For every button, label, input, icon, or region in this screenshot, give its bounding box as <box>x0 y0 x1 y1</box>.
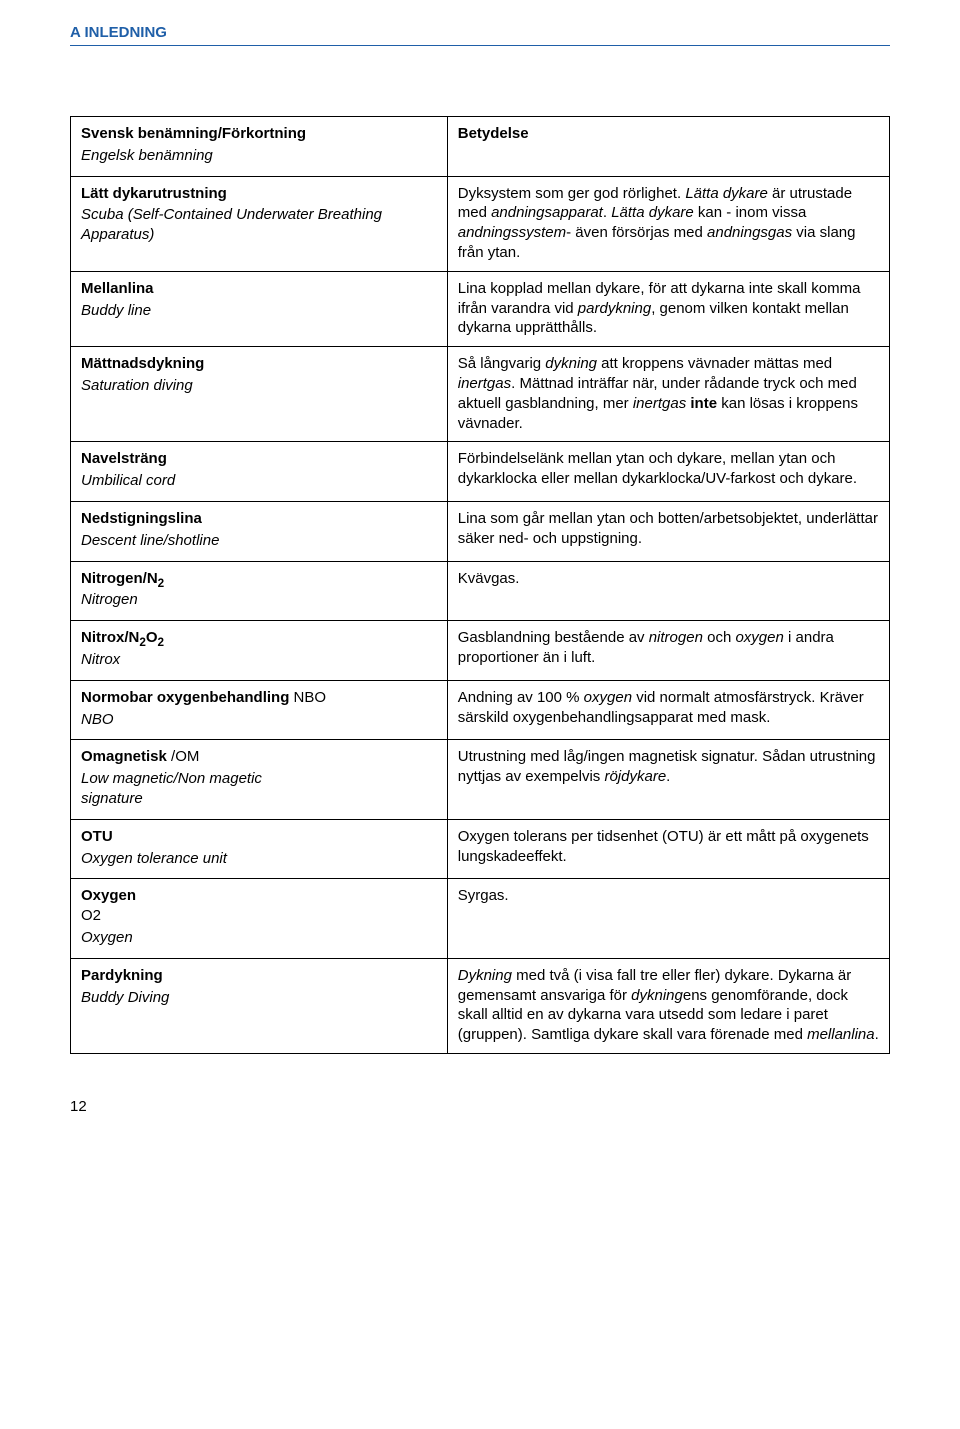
col1-header-en: Engelsk benämning <box>81 146 437 166</box>
definition-cell: Så långvarig dykning att kroppens vävnad… <box>447 347 889 442</box>
term-sv: Lätt dykarutrustning <box>81 184 437 204</box>
definition-text: Dyksystem som ger god rörlighet. Lätta d… <box>458 184 879 263</box>
term-cell: NedstigningslinaDescent line/shotline <box>71 501 448 561</box>
definition-text: Lina som går mellan ytan och botten/arbe… <box>458 509 879 549</box>
table-row: NedstigningslinaDescent line/shotlineLin… <box>71 501 890 561</box>
term-en: Saturation diving <box>81 376 437 396</box>
term-en: Buddy Diving <box>81 988 437 1008</box>
definition-cell: Lina kopplad mellan dykare, för att dyka… <box>447 271 889 346</box>
term-sv: Omagnetisk /OM <box>81 747 437 767</box>
section-header: A INLEDNING <box>70 24 890 41</box>
term-cell: MättnadsdykningSaturation diving <box>71 347 448 442</box>
header-divider <box>70 45 890 46</box>
table-row: NavelsträngUmbilical cordFörbindelselänk… <box>71 442 890 502</box>
table-row: MättnadsdykningSaturation divingSå långv… <box>71 347 890 442</box>
term-cell: Lätt dykarutrustningScuba (Self-Containe… <box>71 176 448 271</box>
table-row: OTUOxygen tolerance unitOxygen tolerans … <box>71 819 890 879</box>
term-sv: Pardykning <box>81 966 437 986</box>
term-sv: Normobar oxygenbehandling NBO <box>81 688 437 708</box>
table-row: Omagnetisk /OMLow magnetic/Non mageticsi… <box>71 740 890 819</box>
definition-cell: Utrustning med låg/ingen magnetisk signa… <box>447 740 889 819</box>
definition-cell: Förbindelselänk mellan ytan och dykare, … <box>447 442 889 502</box>
definition-text: Oxygen tolerans per tidsenhet (OTU) är e… <box>458 827 879 867</box>
term-en: Low magnetic/Non mageticsignature <box>81 769 437 809</box>
page-number: 12 <box>70 1098 890 1115</box>
definition-text: Lina kopplad mellan dykare, för att dyka… <box>458 279 879 338</box>
term-en: Buddy line <box>81 301 437 321</box>
term-cell: MellanlinaBuddy line <box>71 271 448 346</box>
definition-cell: Dykning med två (i visa fall tre eller f… <box>447 958 889 1053</box>
term-en: Nitrox <box>81 650 437 670</box>
table-row: OxygenO2Oxygen Syrgas. <box>71 879 890 958</box>
table-row: MellanlinaBuddy lineLina kopplad mellan … <box>71 271 890 346</box>
term-en: Oxygen tolerance unit <box>81 849 437 869</box>
term-cell: OTUOxygen tolerance unit <box>71 819 448 879</box>
definition-text: Utrustning med låg/ingen magnetisk signa… <box>458 747 879 787</box>
table-row: Normobar oxygenbehandling NBONBOAndning … <box>71 680 890 740</box>
term-sv: Mellanlina <box>81 279 437 299</box>
term-en: Scuba (Self-Contained Underwater Breathi… <box>81 205 437 245</box>
term-cell: NavelsträngUmbilical cord <box>71 442 448 502</box>
col2-header: Betydelse <box>447 117 889 177</box>
term-cell: Nitrogen/N2Nitrogen <box>71 561 448 621</box>
term-cell: OxygenO2Oxygen <box>71 879 448 958</box>
definition-text: Andning av 100 % oxygen vid normalt atmo… <box>458 688 879 728</box>
term-en: Oxygen <box>81 928 437 948</box>
definition-text: Gasblandning bestående av nitrogen och o… <box>458 628 879 668</box>
term-en: Descent line/shotline <box>81 531 437 551</box>
definition-text: Syrgas. <box>458 886 879 906</box>
term-sv: Nedstigningslina <box>81 509 437 529</box>
term-sv: Mättnadsdykning <box>81 354 437 374</box>
table-row: Lätt dykarutrustningScuba (Self-Containe… <box>71 176 890 271</box>
term-en: NBO <box>81 710 437 730</box>
definition-cell: Kvävgas. <box>447 561 889 621</box>
glossary-table: Svensk benämning/Förkortning Engelsk ben… <box>70 116 890 1054</box>
table-row: Nitrogen/N2Nitrogen Kvävgas. <box>71 561 890 621</box>
definition-cell: Gasblandning bestående av nitrogen och o… <box>447 621 889 681</box>
term-en: Nitrogen <box>81 590 437 610</box>
term-en: Umbilical cord <box>81 471 437 491</box>
term-sv: OTU <box>81 827 437 847</box>
term-cell: Omagnetisk /OMLow magnetic/Non mageticsi… <box>71 740 448 819</box>
term-cell: PardykningBuddy Diving <box>71 958 448 1053</box>
definition-text: Förbindelselänk mellan ytan och dykare, … <box>458 449 879 489</box>
definition-text: Kvävgas. <box>458 569 879 589</box>
definition-cell: Oxygen tolerans per tidsenhet (OTU) är e… <box>447 819 889 879</box>
definition-cell: Lina som går mellan ytan och botten/arbe… <box>447 501 889 561</box>
term-cell: Normobar oxygenbehandling NBONBO <box>71 680 448 740</box>
definition-cell: Dyksystem som ger god rörlighet. Lätta d… <box>447 176 889 271</box>
term-sv: OxygenO2 <box>81 886 437 926</box>
definition-text: Så långvarig dykning att kroppens vävnad… <box>458 354 879 433</box>
term-cell: Nitrox/N2O2Nitrox <box>71 621 448 681</box>
col1-header: Svensk benämning/Förkortning Engelsk ben… <box>71 117 448 177</box>
definition-text: Dykning med två (i visa fall tre eller f… <box>458 966 879 1045</box>
term-sv: Navelsträng <box>81 449 437 469</box>
definition-cell: Andning av 100 % oxygen vid normalt atmo… <box>447 680 889 740</box>
term-sv: Nitrox/N2O2 <box>81 628 437 648</box>
term-sv: Nitrogen/N2 <box>81 569 437 589</box>
table-row: PardykningBuddy DivingDykning med två (i… <box>71 958 890 1053</box>
definition-cell: Syrgas. <box>447 879 889 958</box>
table-row: Nitrox/N2O2NitroxGasblandning bestående … <box>71 621 890 681</box>
col1-header-sv: Svensk benämning/Förkortning <box>81 124 437 144</box>
